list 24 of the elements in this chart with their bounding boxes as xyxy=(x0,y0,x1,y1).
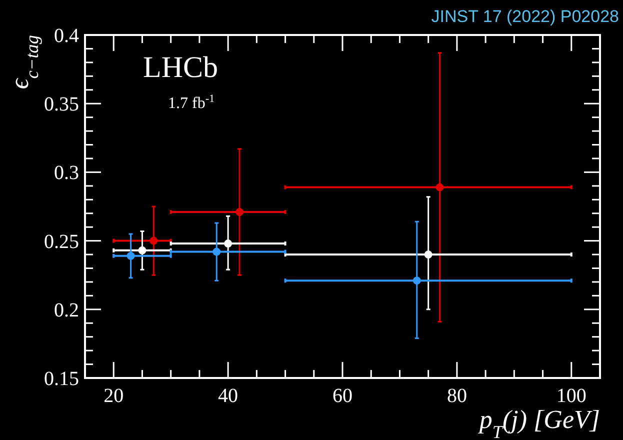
point xyxy=(424,250,432,259)
y-tick-label: 0.15 xyxy=(44,368,79,390)
y-tick-label: 0.35 xyxy=(44,94,79,116)
x-tick-label: 100 xyxy=(556,385,586,407)
y-tick-label: 0.4 xyxy=(54,25,79,47)
y-tick-label: 0.2 xyxy=(54,299,79,322)
point xyxy=(150,236,158,245)
point xyxy=(436,183,444,192)
point xyxy=(412,276,421,285)
y-tick-label: 0.3 xyxy=(54,162,79,184)
text: JINST 17 (2022) P02028 xyxy=(431,7,619,26)
x-axis-title: p$_{T}$(j) [GeV] xyxy=(477,405,600,440)
point xyxy=(236,208,244,216)
point xyxy=(212,248,221,256)
x-tick-label: 60 xyxy=(332,385,352,407)
x-tick-label: 20 xyxy=(104,385,124,407)
point xyxy=(224,240,232,248)
x-tick-label: 40 xyxy=(218,385,238,407)
x-tick-label: 80 xyxy=(446,385,467,407)
point xyxy=(126,252,135,260)
point xyxy=(138,246,146,254)
y-tick-label: 0.25 xyxy=(44,230,79,253)
annotation: LHCb xyxy=(143,51,218,84)
annotation: 1.7 fb$^{-1}$ xyxy=(168,93,215,112)
